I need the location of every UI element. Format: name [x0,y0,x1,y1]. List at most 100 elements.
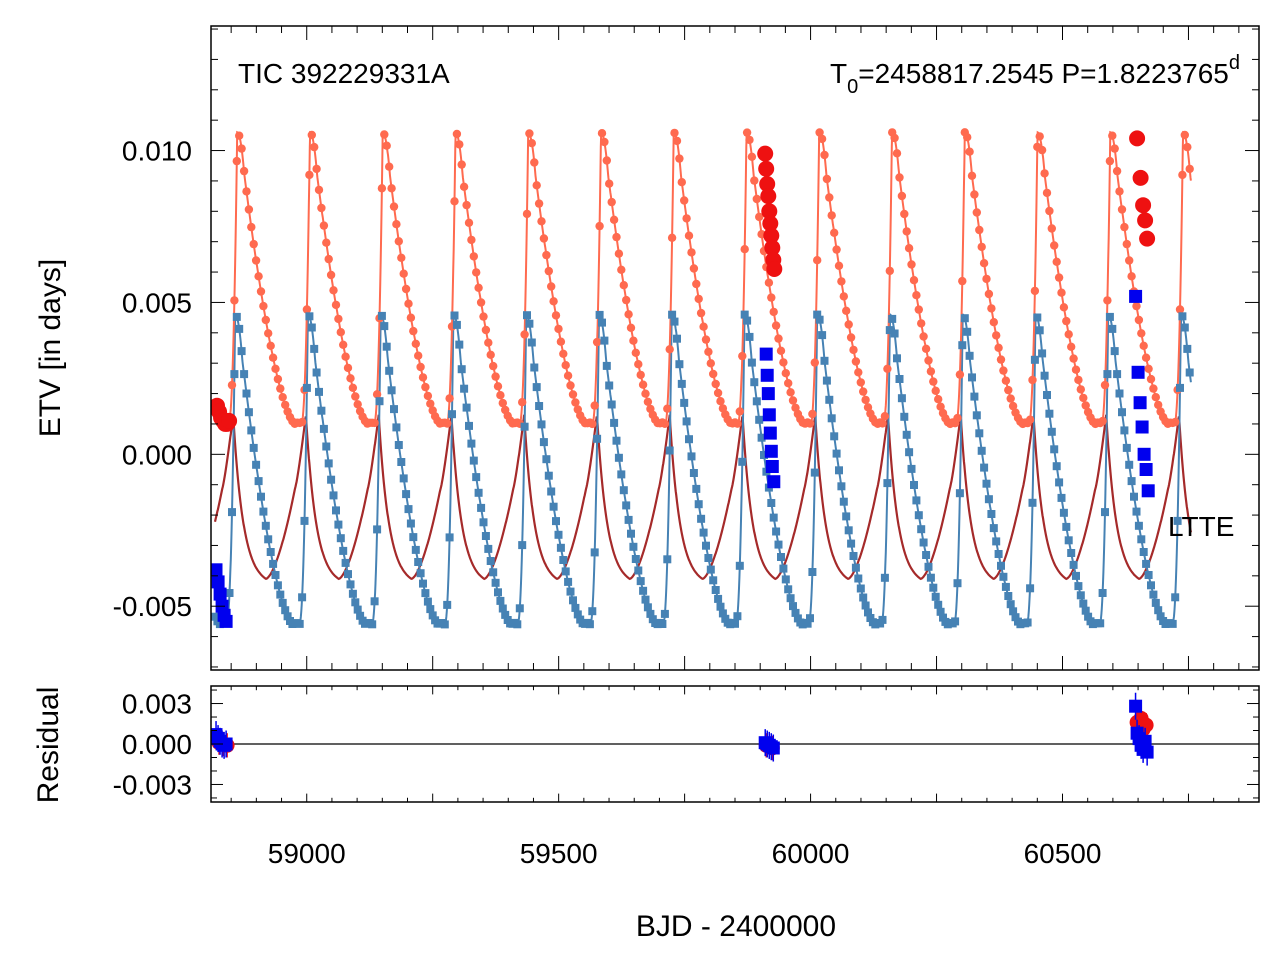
primary-model-point [414,351,423,360]
primary-model-point [716,397,725,406]
secondary-model-point [339,546,348,555]
secondary-model-point [641,595,650,604]
secondary-model-point [1151,598,1160,607]
primary-model-point [808,409,817,419]
secondary-model-point [319,424,328,433]
primary-model-point [992,331,1001,340]
primary-model-point [459,182,469,191]
primary-model-point [670,128,679,138]
secondary-model-point [593,434,602,443]
primary-model-point [975,225,984,235]
secondary-model-point [1125,460,1134,469]
primary-model-point [767,293,776,302]
primary-model-point [1040,169,1049,178]
primary-model-point [713,388,723,398]
primary-model-point [813,256,822,265]
secondary-model-point [532,383,541,392]
secondary-model-point [861,601,870,610]
secondary-model-point [702,541,710,550]
secondary-model-point [283,612,292,621]
secondary-model-point [344,570,352,579]
primary-model-point [788,396,798,405]
secondary-model-point [1173,516,1182,525]
primary-model-point [254,272,263,281]
secondary-model-point [590,548,599,557]
primary-model-point [259,301,268,311]
primary-model-point [554,324,563,334]
secondary-observation-point [762,408,776,422]
secondary-model-point [767,499,776,507]
secondary-model-point [786,594,795,603]
secondary-model-point [353,605,362,614]
primary-model-point [1110,144,1119,153]
primary-model-point [999,366,1008,375]
secondary-model-point [994,550,1003,558]
primary-model-point [878,419,887,428]
secondary-model-point [315,387,323,396]
secondary-residual-point [1140,745,1154,759]
primary-model-point [336,328,345,337]
secondary-model-point [953,579,962,588]
primary-model-point [382,141,391,150]
secondary-model-point [1144,571,1153,579]
primary-model-point [244,205,254,214]
primary-model-point [953,413,962,423]
y-tick-label-residual: -0.003 [113,769,192,800]
secondary-model-point [989,524,998,533]
secondary-model-point [614,453,623,462]
secondary-model-point [249,443,258,452]
secondary-model-point [975,429,984,438]
secondary-model-point [588,607,597,616]
secondary-model-point [847,539,856,548]
primary-observation-point [761,203,778,220]
secondary-model-point [1130,492,1138,501]
ephemeris-annotation: T0=2458817.2545 P=1.8223765d [830,52,1240,98]
secondary-model-point [844,526,853,535]
primary-model-point [469,252,478,261]
secondary-model-point [607,400,616,409]
secondary-model-point [569,596,577,605]
primary-model-point [636,370,645,380]
primary-model-point [1146,374,1156,384]
primary-model-point [750,176,759,185]
secondary-model-point [484,544,493,553]
secondary-model-point [1030,355,1039,364]
secondary-model-point [1137,535,1146,544]
primary-model-point [989,318,998,327]
primary-model-point [1008,401,1018,411]
secondary-observation-point [764,444,778,458]
secondary-model-point [789,602,797,611]
secondary-model-point [709,576,718,585]
secondary-model-point [387,386,396,395]
primary-model-point [1149,384,1158,393]
secondary-model-point [1098,589,1107,597]
x-tick-label: 59500 [520,838,598,869]
primary-model-point [1045,206,1054,216]
secondary-model-point [677,379,686,388]
secondary-model-point [1185,368,1194,377]
primary-model-point [634,360,643,369]
secondary-model-point [663,555,672,564]
secondary-model-point [547,487,556,496]
secondary-model-point [779,564,788,573]
primary-model-point [542,250,551,260]
primary-model-point [537,217,546,226]
primary-model-point [694,294,703,304]
secondary-observation-point [211,575,225,589]
primary-model-point [619,281,628,290]
secondary-model-point [665,446,674,455]
primary-model-point [334,314,343,324]
primary-model-point [1064,330,1073,339]
residual-plot-series [211,692,1259,766]
primary-model-point [1035,132,1044,141]
secondary-model-point [525,319,534,328]
secondary-observation-point [763,426,777,440]
primary-model-point [1042,188,1052,198]
primary-model-point [665,345,674,354]
secondary-model-point [1118,408,1126,417]
secondary-model-point [760,451,768,459]
main-plot-frame [210,25,1260,671]
secondary-model-point [808,568,817,576]
primary-model-point [861,395,870,405]
secondary-model-point [399,474,408,483]
